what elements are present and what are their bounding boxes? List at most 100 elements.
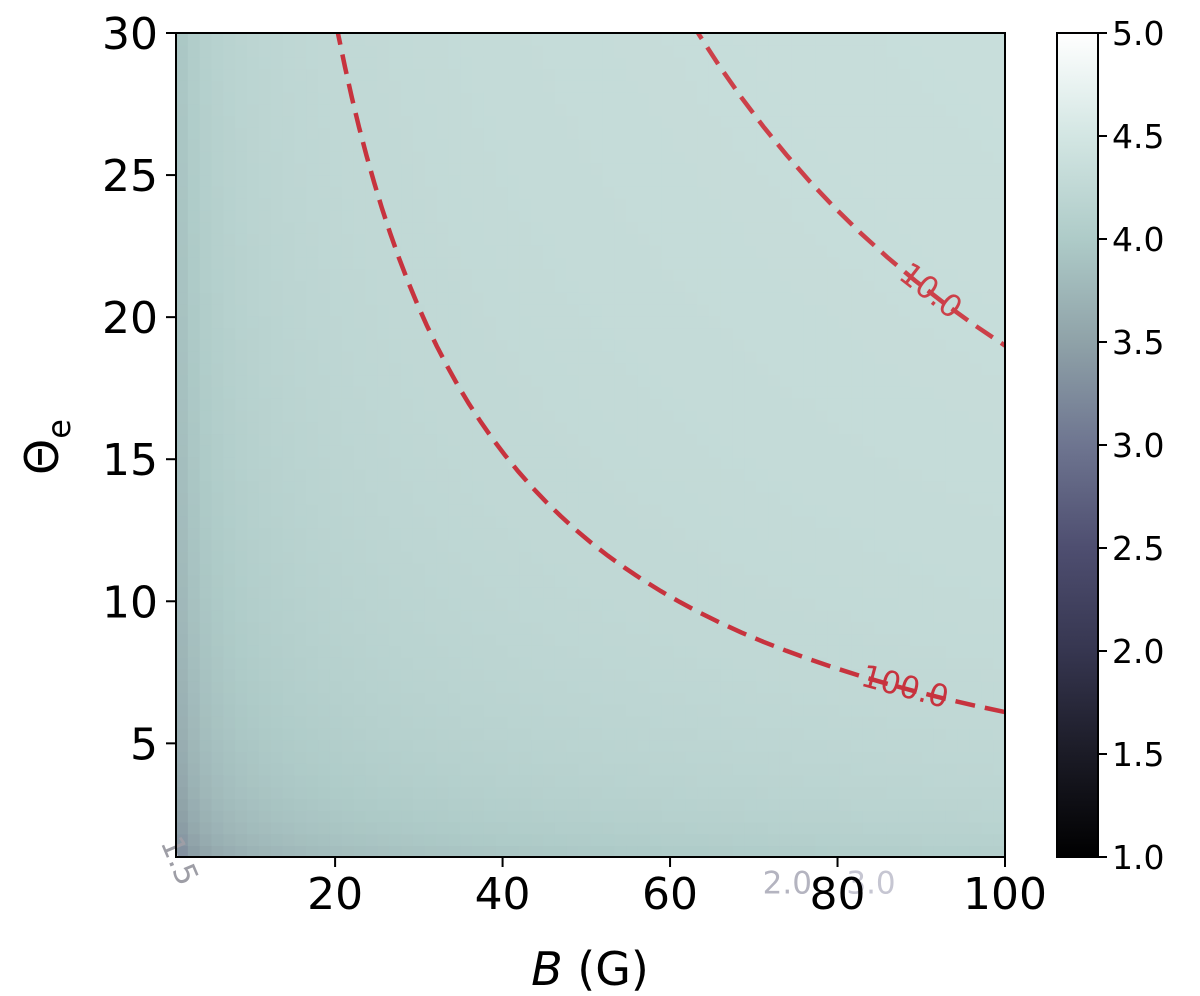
heatmap-cell [851,280,864,293]
heatmap-cell [507,656,521,670]
heatmap-cell [922,550,935,564]
heatmap-cell [377,409,390,423]
heatmap-cell [176,845,189,857]
heatmap-cell [993,621,1005,635]
heatmap-cell [957,291,971,305]
heatmap-cell [815,350,829,364]
heatmap-cell [614,456,627,470]
heatmap-cell [673,33,687,46]
heatmap-cell [258,433,272,446]
heatmap-cell [756,374,769,387]
heatmap-cell [566,339,580,352]
heatmap-cell [590,550,604,564]
heatmap-cell [874,574,888,588]
heatmap-cell [720,244,734,258]
heatmap-cell [697,739,710,752]
heatmap-cell [768,339,781,352]
heatmap-cell [554,103,568,117]
heatmap-cell [661,397,675,411]
heatmap-cell [779,609,793,623]
heatmap-cell [176,409,189,423]
heatmap-cell [223,127,237,140]
heatmap-cell [401,162,414,176]
heatmap-cell [933,209,947,223]
heatmap-cell [661,127,675,140]
heatmap-cell [720,809,734,823]
heatmap-cell [862,386,876,399]
heatmap-cell [685,621,698,635]
heatmap-cell [341,762,355,776]
heatmap-cell [436,692,450,705]
heatmap-cell [720,397,734,411]
heatmap-cell [744,374,758,387]
heatmap-cell [827,256,840,270]
heatmap-cell [341,315,355,329]
heatmap-cell [910,562,923,576]
heatmap-cell [602,774,615,788]
heatmap-cell [708,739,722,752]
heatmap-cell [566,762,580,776]
heatmap-cell [637,327,651,340]
heatmap-cell [566,256,580,270]
heatmap-cell [590,386,604,399]
heatmap-cell [933,668,947,682]
heatmap-cell [602,609,615,623]
heatmap-cell [851,409,864,423]
heatmap-cell [401,303,414,317]
heatmap-cell [614,656,627,670]
heatmap-cell [993,56,1005,70]
heatmap-cell [756,503,769,517]
heatmap-cell [744,244,758,258]
heatmap-cell [294,197,308,211]
heatmap-cell [519,256,533,270]
heatmap-cell [673,374,687,387]
heatmap-cell [673,162,687,176]
heatmap-cell [626,174,639,187]
heatmap-cell [223,539,237,552]
heatmap-cell [566,715,580,729]
heatmap-cell [199,174,213,187]
heatmap-cell [554,397,568,411]
heatmap-cell [235,645,248,658]
heatmap-cell [424,562,438,576]
heatmap-cell [282,186,296,199]
heatmap-cell [744,68,758,81]
heatmap-cell [815,527,829,540]
heatmap-cell [531,656,544,670]
heatmap-cell [472,609,485,623]
heatmap-cell [365,91,379,105]
heatmap-cell [661,362,675,376]
heatmap-cell [922,374,935,387]
heatmap-cell [306,739,319,752]
heatmap-cell [199,91,213,105]
heatmap-cell [945,480,959,493]
heatmap-cell [898,668,912,682]
heatmap-cell [282,692,296,705]
heatmap-cell [602,44,615,58]
heatmap-cell [401,209,414,223]
heatmap-cell [543,845,556,857]
heatmap-cell [933,739,947,752]
heatmap-cell [365,515,379,529]
heatmap-cell [187,821,201,835]
heatmap-cell [756,586,769,599]
heatmap-cell [507,668,521,682]
heatmap-cell [732,668,746,682]
heatmap-cell [436,492,450,505]
heatmap-cell [626,68,639,81]
heatmap-cell [851,586,864,599]
heatmap-cell [922,186,935,199]
heatmap-cell [851,291,864,305]
heatmap-cell [827,268,840,281]
heatmap-cell [708,503,722,517]
heatmap-cell [507,845,521,857]
heatmap-cell [424,350,438,364]
heatmap-cell [341,350,355,364]
heatmap-cell [294,539,308,552]
heatmap-cell [294,115,308,128]
heatmap-cell [566,315,580,329]
heatmap-cell [282,56,296,70]
heatmap-cell [365,268,379,281]
heatmap-cell [791,256,805,270]
